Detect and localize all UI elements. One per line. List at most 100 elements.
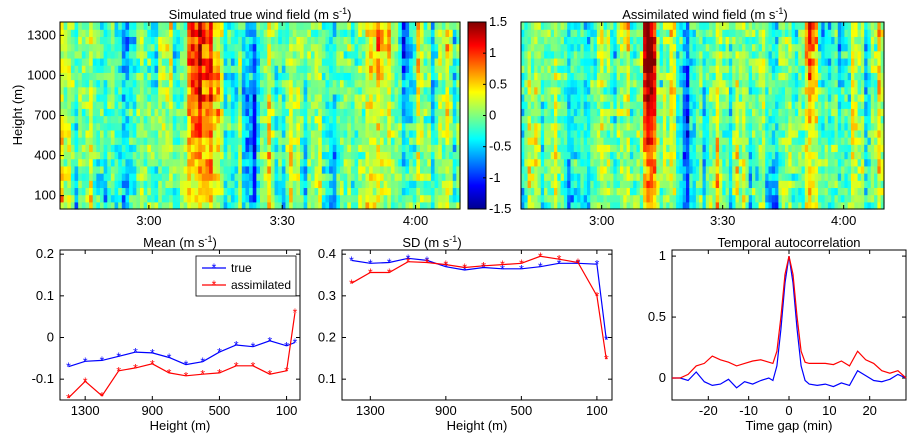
heatmap-cell [310, 22, 316, 30]
heatmap-cell [187, 144, 192, 153]
heatmap-cell [143, 93, 148, 102]
heatmap-cell [540, 201, 545, 210]
heatmap-cell [662, 72, 667, 81]
heatmap-cell [150, 101, 156, 109]
heatmap-cell [383, 36, 388, 45]
heatmap-cell [610, 129, 614, 138]
heatmap-cell [234, 22, 239, 30]
heatmap-cell [285, 79, 290, 88]
heatmap-cell [596, 201, 601, 210]
heatmap-cell [256, 165, 261, 174]
heatmap-cell [616, 50, 621, 59]
heatmap-cell [361, 201, 367, 210]
assim-field-title: Assimilated wind field (m s-1) [622, 6, 788, 22]
heatmap-cell [412, 180, 417, 189]
heatmap-cell [560, 93, 565, 102]
heatmap-cell [180, 36, 185, 45]
heatmap-cell [679, 187, 684, 196]
heatmap-cell [63, 43, 68, 52]
heatmap-cell [686, 129, 690, 138]
heatmap-cell [270, 29, 276, 37]
heatmap-cell [300, 194, 305, 203]
heatmap-cell [140, 158, 145, 167]
heatmap-cell [524, 158, 529, 167]
heatmap-cell [114, 187, 119, 196]
heatmap-cell [383, 101, 388, 109]
heatmap-cell [633, 50, 638, 59]
heatmap-cell [394, 115, 399, 124]
heatmap-cell [427, 36, 432, 45]
heatmap-cell [129, 180, 134, 189]
heatmap-cell [765, 151, 770, 160]
heatmap-cell [745, 173, 750, 181]
heatmap-cell [560, 194, 565, 203]
heatmap-cell [303, 86, 308, 95]
heatmap-cell [296, 101, 301, 109]
heatmap-cell [534, 201, 539, 210]
heatmap-cell [107, 36, 112, 45]
heatmap-cell [336, 22, 341, 30]
heatmap-cell [150, 43, 156, 52]
heatmap-cell [387, 122, 392, 131]
heatmap-cell [252, 22, 257, 30]
heatmap-cell [110, 50, 116, 59]
heatmap-cell [610, 57, 614, 66]
heatmap-cell [560, 29, 565, 37]
heatmap-cell [676, 173, 680, 181]
heatmap-cell [593, 122, 598, 131]
heatmap-cell [140, 57, 145, 66]
heatmap-cell [679, 65, 684, 73]
heatmap-cell [63, 180, 68, 189]
heatmap-cell [223, 72, 228, 81]
heatmap-cell [521, 72, 525, 81]
heatmap-cell [78, 201, 83, 210]
heatmap-cell [570, 22, 575, 30]
heatmap-cell [205, 122, 210, 131]
heatmap-cell [310, 173, 316, 181]
heatmap-cell [358, 194, 363, 203]
heatmap-cell [198, 50, 203, 59]
heatmap-cell [600, 165, 605, 174]
heatmap-cell [401, 29, 407, 37]
heatmap-cell [722, 57, 727, 66]
heatmap-cell [719, 50, 723, 59]
heatmap-cell [343, 108, 348, 117]
heatmap-cell [649, 108, 654, 117]
heatmap-cell [78, 36, 83, 45]
heatmap-cell [260, 50, 265, 59]
heatmap-cell [540, 173, 545, 181]
heatmap-cell [662, 187, 667, 196]
heatmap-cell [350, 137, 356, 145]
heatmap-cell [318, 65, 323, 73]
heatmap-cell [289, 158, 294, 167]
heatmap-cell [376, 108, 381, 117]
heatmap-cell [387, 29, 392, 37]
heatmap-cell [376, 86, 381, 95]
heatmap-cell [672, 194, 677, 203]
heatmap-cell [198, 187, 203, 196]
heatmap-cell [672, 22, 677, 30]
heatmap-cell [158, 22, 163, 30]
heatmap-cell [274, 173, 279, 181]
heatmap-cell [150, 129, 156, 138]
heatmap-cell [350, 187, 356, 196]
heatmap-cell [452, 108, 457, 117]
heatmap-cell [735, 50, 740, 59]
heatmap-cell [176, 115, 181, 124]
heatmap-cell [629, 129, 634, 138]
heatmap-cell [387, 144, 392, 153]
heatmap-cell [554, 129, 558, 138]
heatmap-cell [600, 187, 605, 196]
heatmap-cell [534, 22, 539, 30]
heatmap-cell [350, 173, 356, 181]
heatmap-cell [318, 144, 323, 153]
heatmap-cell [758, 173, 763, 181]
heatmap-cell [252, 137, 257, 145]
heatmap-cell [629, 187, 634, 196]
heatmap-cell [147, 201, 152, 210]
heatmap-cell [220, 122, 225, 131]
heatmap-cell [524, 86, 529, 95]
heatmap-cell [596, 108, 601, 117]
heatmap-cell [728, 144, 733, 153]
heatmap-cell [445, 187, 450, 196]
